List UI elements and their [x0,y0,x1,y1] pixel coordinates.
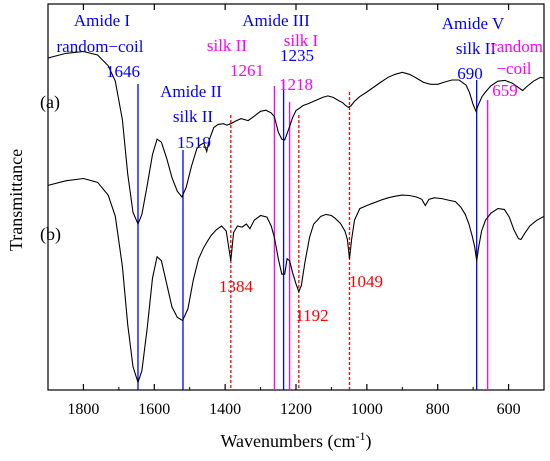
y-axis-title: Transmittance [6,149,26,251]
x-axis-title-sup: -1 [356,429,366,443]
annotation-11: 1218 [279,75,313,94]
trace-label-b: (b) [40,224,61,245]
annotation-4: silk II [173,107,213,126]
annotation-10: 1235 [280,46,314,65]
annotation-0: Amide I [74,11,131,30]
annotation-17: 659 [492,81,518,100]
annotation-14: 690 [457,64,483,83]
annotation-3: Amide II [160,82,222,101]
x-tick-label-1000: 1000 [351,401,383,418]
annotation-5: 1519 [177,133,211,152]
annotation-19: 1192 [295,306,328,325]
annotation-15: random [491,37,543,56]
x-axis-ticks: 1800 1600 1400 1200 1000 800 600 [47,4,545,418]
x-tick-label-1200: 1200 [280,401,312,418]
x-tick-label-1600: 1600 [138,401,170,418]
trace-label-a: (a) [40,92,60,113]
x-tick-label-1400: 1400 [209,401,241,418]
trace-a [47,50,545,226]
annotation-13: silk II [456,39,496,58]
vertical-markers [137,80,489,390]
x-axis-title-close: ) [366,431,372,452]
annotation-1: random−coil [56,37,143,56]
annotation-12: Amide V [442,14,505,33]
x-axis-title: Wavenumbers (cm-1) [221,429,372,452]
annotation-16: −coil [496,59,531,78]
x-axis-title-main: Wavenumbers (cm [221,431,356,452]
annotation-6: Amide III [242,11,310,30]
annotation-8: 1261 [230,61,264,80]
annotation-20: 1049 [349,272,383,291]
annotation-9: silk I [284,31,319,50]
annotation-18: 1384 [219,277,254,296]
annotation-2: 1646 [106,62,140,81]
x-tick-label-600: 600 [497,401,521,418]
spectra-traces [47,50,545,385]
annotation-7: silk II [207,36,247,55]
trace-b [47,177,545,385]
x-tick-label-1800: 1800 [67,401,99,418]
x-tick-label-800: 800 [426,401,450,418]
